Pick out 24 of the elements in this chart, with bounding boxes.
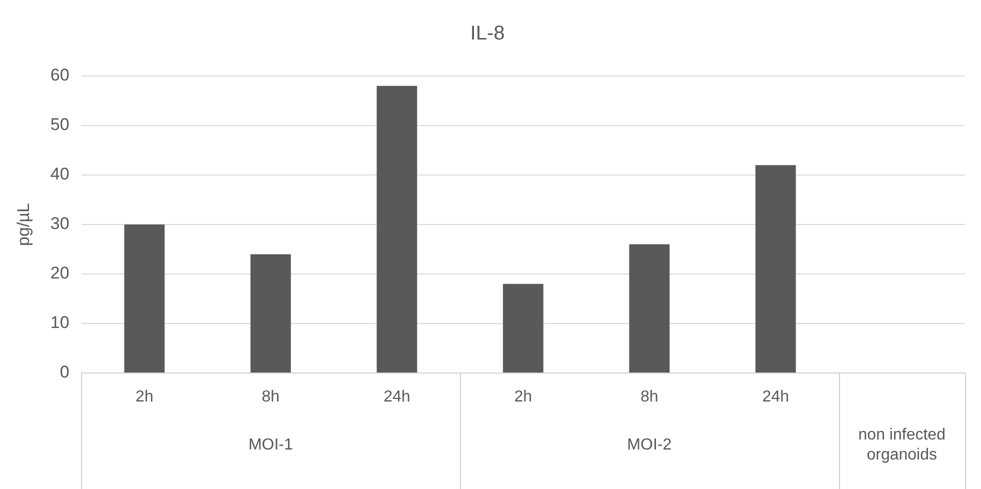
y-tick-label: 20 bbox=[50, 264, 70, 283]
text: MOI-2 bbox=[627, 436, 672, 454]
y-tick-label: 10 bbox=[50, 313, 70, 332]
bar bbox=[502, 284, 544, 372]
y-tick-label: 0 bbox=[60, 362, 70, 382]
y-tick-label: 30 bbox=[50, 214, 70, 234]
y-tick-label: 50 bbox=[50, 115, 70, 134]
chart-title: IL-8 bbox=[470, 22, 505, 45]
x-tick-label: 8h bbox=[640, 388, 658, 406]
bar bbox=[755, 165, 796, 372]
text: non infected organoids bbox=[858, 426, 946, 464]
x-tick-label: 24h bbox=[384, 388, 410, 406]
bar bbox=[124, 224, 165, 372]
bar bbox=[376, 86, 418, 372]
x-tick-label: 24h bbox=[762, 388, 789, 406]
x-tick-label: 2h bbox=[136, 388, 154, 406]
y-tick-label: 60 bbox=[50, 66, 70, 85]
x-tick-label: 8h bbox=[262, 388, 280, 406]
x-tick-label: 2h bbox=[514, 388, 532, 406]
y-tick-label: 40 bbox=[50, 164, 70, 184]
y-axis-title: pg/µL bbox=[14, 203, 33, 246]
text: MOI-1 bbox=[248, 436, 293, 454]
bar bbox=[250, 254, 291, 372]
bar bbox=[629, 244, 670, 372]
